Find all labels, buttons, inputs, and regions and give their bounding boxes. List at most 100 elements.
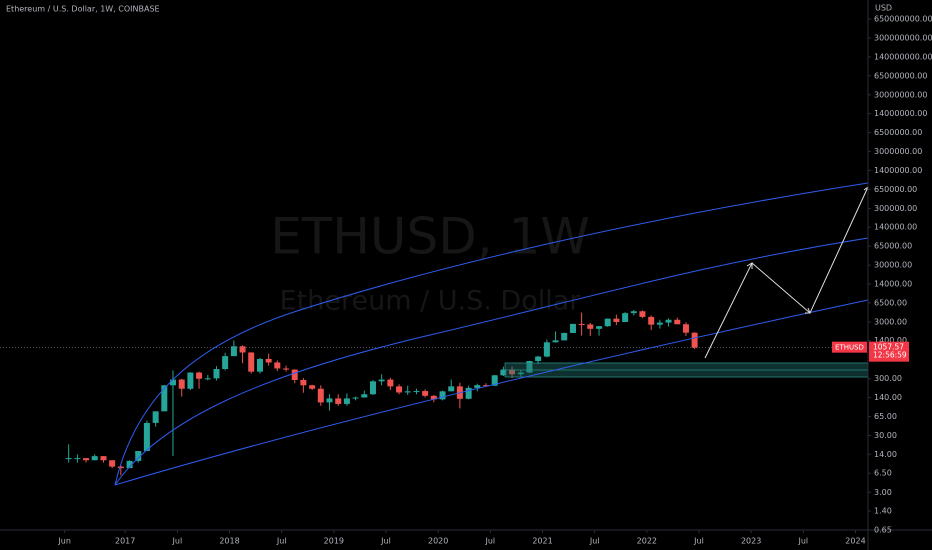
- drawings: [114, 182, 869, 486]
- plot-area: [0, 310, 868, 476]
- y-tick-label: 140.00: [874, 393, 902, 402]
- y-tick-label: 1.40: [874, 507, 892, 516]
- symbol-tag: [832, 341, 867, 353]
- y-tick-label: 300000.00: [874, 204, 917, 213]
- y-tick-label: 300000000.00: [874, 34, 932, 43]
- chart-title: Ethereum / U.S. Dollar, 1W, COINBASE: [6, 5, 160, 14]
- candle-body: [691, 332, 698, 348]
- price-tag-value: 1057.57: [873, 343, 904, 352]
- channel-upper: [114, 182, 869, 486]
- y-tick-label: 650000.00: [874, 185, 917, 194]
- candle-body: [561, 332, 568, 341]
- candle-body: [230, 346, 237, 357]
- candle-body: [396, 386, 403, 393]
- candle-body: [404, 391, 411, 393]
- candle-body: [543, 342, 550, 357]
- candle-body: [187, 372, 194, 389]
- candle-body: [126, 460, 133, 469]
- candle-body: [552, 340, 559, 343]
- candle-body: [91, 456, 98, 461]
- x-tick-label: 2019: [324, 537, 344, 546]
- y-tick-label: 14.00: [874, 450, 897, 459]
- candle-body: [439, 391, 446, 400]
- candle-body: [604, 318, 611, 327]
- y-tick-label: 6500000.00: [874, 128, 922, 137]
- candle-body: [500, 369, 507, 376]
- currency-label: USD: [875, 4, 892, 13]
- x-tick-label: 2020: [428, 537, 448, 546]
- x-tick-label: Jul: [276, 537, 287, 546]
- candle-body: [674, 319, 681, 325]
- candle-body: [482, 385, 489, 387]
- candle-body: [535, 356, 542, 362]
- candle-body: [152, 411, 159, 423]
- candle-body: [196, 372, 203, 379]
- candle-body: [517, 372, 524, 375]
- candle-body: [135, 451, 142, 461]
- x-tick-label: Jul: [797, 537, 808, 546]
- y-tick-label: 1400.00: [874, 336, 907, 345]
- candle-body: [587, 324, 594, 329]
- price-tag-countdown: 12:56:59: [873, 351, 907, 360]
- candle-body: [665, 319, 672, 323]
- y-tick-label: 65.00: [874, 412, 897, 421]
- candle-body: [204, 378, 211, 380]
- watermark: ETHUSD, 1W: [270, 208, 590, 266]
- candle-body: [291, 369, 298, 380]
- candle-body: [639, 311, 646, 317]
- y-tick-label: 300.00: [874, 374, 902, 383]
- candle-body: [178, 379, 185, 389]
- x-tick-label: Jun: [57, 537, 71, 546]
- candle-body: [465, 387, 472, 399]
- candle-body: [578, 323, 585, 325]
- candle-body: [378, 379, 385, 382]
- axes: 650000000.00 300000000.00 140000000.00 6500…: [57, 15, 932, 546]
- candle-body: [274, 362, 281, 369]
- candle-body: [430, 395, 437, 400]
- candle-body: [622, 313, 629, 322]
- channel-lower: [114, 299, 869, 486]
- candle-body: [283, 368, 290, 370]
- x-tick-label: Jul: [485, 537, 496, 546]
- candle-body: [117, 466, 124, 469]
- channel-middle: [114, 237, 869, 486]
- candle-body: [169, 379, 176, 386]
- candle-body: [361, 394, 368, 398]
- x-tick-label: Jul: [589, 537, 600, 546]
- candle-body: [630, 311, 637, 314]
- candle-body: [352, 397, 359, 399]
- candle-body: [300, 379, 307, 386]
- x-tick-label: 2018: [219, 537, 239, 546]
- candle-body: [213, 369, 220, 379]
- y-tick-label: 3000000.00: [874, 147, 922, 156]
- x-tick-label: Jul: [380, 537, 391, 546]
- x-tick-label: 2017: [115, 537, 135, 546]
- candle-body: [387, 379, 394, 387]
- candle-body: [309, 385, 316, 389]
- candle-body: [648, 316, 655, 325]
- y-tick-label: 30000.00: [874, 261, 912, 270]
- y-tick-label: 140000.00: [874, 223, 917, 232]
- candle-body: [448, 386, 455, 392]
- x-tick-label: 2022: [637, 537, 657, 546]
- y-tick-label: 650000000.00: [874, 15, 932, 24]
- candle-body: [248, 352, 255, 372]
- candle-body: [222, 356, 229, 370]
- y-tick-label: 0.65: [874, 526, 892, 535]
- y-tick-label: 1400000.00: [874, 166, 922, 175]
- symbol-tag-label: ETHUSD: [835, 344, 864, 352]
- candle-body: [143, 422, 150, 452]
- projection-arrow: [704, 186, 869, 359]
- y-tick-label: 6.50: [874, 469, 892, 478]
- candle-body: [161, 385, 168, 412]
- y-tick-label: 14000.00: [874, 279, 912, 288]
- candle-body: [413, 391, 420, 393]
- x-tick-label: Jul: [172, 537, 183, 546]
- y-tick-label: 65000000.00: [874, 71, 927, 80]
- candle-body: [265, 358, 272, 363]
- x-tick-label: 2021: [532, 537, 552, 546]
- candle-body: [474, 385, 481, 388]
- y-tick-label: 140000000.00: [874, 52, 932, 61]
